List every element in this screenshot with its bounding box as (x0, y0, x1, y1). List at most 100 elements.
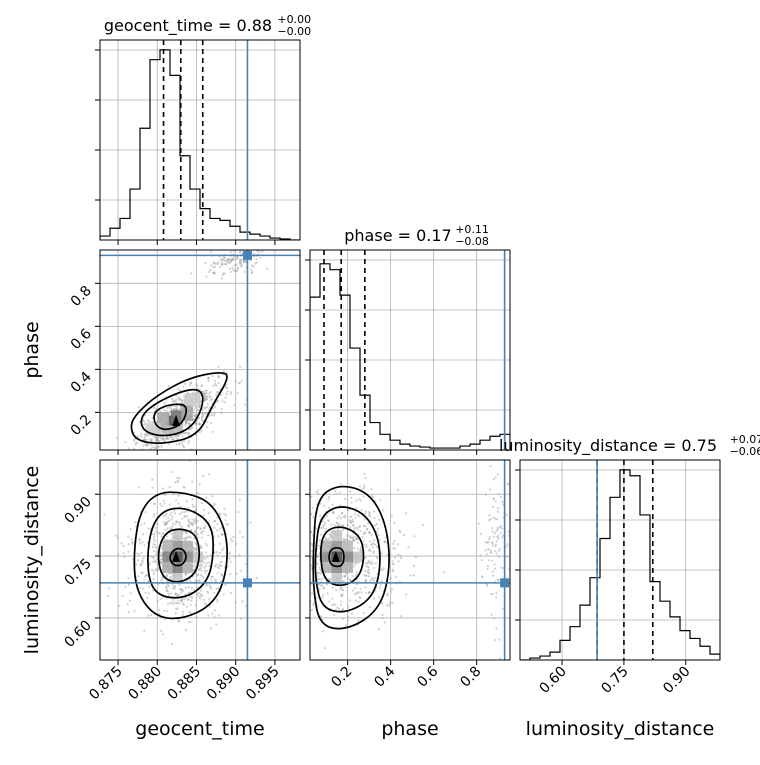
scatter-point (195, 615, 198, 619)
scatter-point (154, 407, 157, 410)
scatter-point (150, 438, 153, 441)
scatter-point (188, 432, 191, 435)
scatter-point (294, 551, 296, 553)
scatter-point (340, 586, 343, 589)
scatter-point (317, 571, 320, 574)
scatter-point (209, 391, 212, 394)
scatter-point (147, 580, 150, 583)
scatter-point (220, 411, 224, 414)
scatter-point (334, 603, 337, 606)
scatter-point (356, 541, 360, 544)
scatter-point (213, 615, 216, 618)
panel-hist-luminosity_distance: 0.60 0.75 0.90 luminosity_distance = 0.75 +0… (499, 433, 760, 697)
scatter-point (219, 560, 222, 564)
scatter-point (349, 535, 352, 539)
scatter-point (377, 534, 380, 537)
scatter-point (220, 532, 223, 536)
scatter-point (209, 627, 212, 630)
scatter-point (202, 475, 205, 478)
scatter-point (190, 599, 193, 602)
scatter-point (148, 585, 151, 588)
scatter-point (217, 365, 220, 368)
scatter-point (494, 545, 497, 548)
scatter-point (207, 377, 210, 380)
scatter-point (332, 603, 335, 606)
scatter-point (204, 603, 208, 606)
scatter-point (199, 569, 203, 572)
scatter-point (154, 560, 157, 564)
scatter-point (501, 527, 504, 530)
scatter-point (220, 258, 223, 261)
scatter-point (199, 573, 203, 577)
scatter-point (165, 521, 168, 524)
scatter-point (491, 544, 495, 547)
scatter-point (184, 424, 187, 427)
scatter-point (143, 544, 146, 547)
scatter-point (285, 546, 287, 548)
scatter-point (164, 522, 167, 525)
contour-line (133, 491, 228, 620)
scatter-point (164, 523, 167, 527)
scatter-point (240, 265, 243, 268)
scatter-point (220, 560, 223, 563)
panel-hist-phase: phase = 0.17 +0.11−0.08 (305, 223, 511, 455)
scatter-point (324, 522, 327, 525)
scatter-point (135, 441, 138, 444)
scatter-point (191, 518, 194, 521)
scatter-point (205, 584, 208, 587)
scatter-point (368, 605, 371, 609)
scatter-point (293, 535, 295, 537)
scatter-point (484, 541, 487, 544)
scatter-point (366, 561, 369, 565)
panel-title-geocent_time: geocent_time = 0.88 (104, 16, 272, 36)
scatter-point (209, 395, 212, 398)
scatter-point (365, 574, 368, 577)
scatter-point (208, 392, 211, 395)
scatter-point (490, 550, 493, 553)
scatter-point (356, 548, 360, 551)
scatter-point (220, 407, 224, 411)
scatter-point (169, 577, 173, 580)
scatter-point (372, 562, 375, 565)
scatter-point (116, 436, 119, 440)
scatter-point (121, 595, 124, 598)
scatter-point (257, 246, 259, 248)
scatter-point (182, 431, 185, 434)
scatter-point (367, 568, 371, 572)
scatter-point (187, 518, 190, 521)
scatter-point (143, 423, 146, 426)
scatter-point (168, 442, 171, 446)
scatter-point (220, 263, 223, 267)
scatter-point (205, 426, 209, 429)
scatter-point (201, 575, 204, 578)
scatter-point (382, 567, 385, 570)
scatter-point (177, 619, 180, 622)
scatter-point (199, 593, 202, 596)
scatter-point (194, 423, 198, 427)
scatter-point (160, 558, 163, 561)
contours (312, 485, 390, 630)
scatter-point (213, 272, 216, 275)
scatter-point (215, 587, 218, 590)
scatter-point (160, 429, 164, 432)
scatter-point (226, 386, 229, 390)
scatter-point (336, 606, 339, 609)
scatter-point (495, 592, 498, 595)
scatter-point (369, 515, 372, 518)
scatter-point (481, 575, 484, 578)
scatter-point (208, 561, 211, 564)
scatter-point (356, 528, 359, 531)
scatter-point (242, 259, 246, 263)
scatter-point (300, 576, 302, 578)
scatter-point (312, 602, 316, 605)
scatter-point (163, 502, 166, 505)
scatter-point (203, 396, 206, 399)
scatter-point (366, 569, 369, 573)
scatter-point (197, 595, 200, 598)
scatter-point (496, 535, 499, 539)
scatter-point (188, 422, 191, 425)
scatter-point (194, 529, 197, 533)
scatter-point (499, 532, 503, 535)
scatter-point (164, 436, 167, 440)
scatter-point (158, 436, 161, 439)
